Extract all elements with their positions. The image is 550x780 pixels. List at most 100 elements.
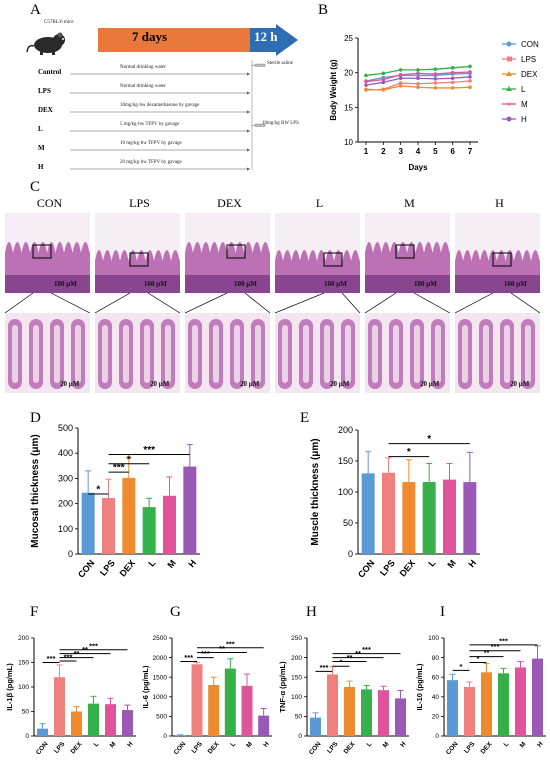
- connector-line: [413, 293, 451, 313]
- x-tick-label: L: [503, 741, 511, 749]
- x-tick-label: H: [186, 558, 198, 569]
- y-tick-label: 200: [291, 655, 302, 662]
- zoom-box: [32, 244, 52, 259]
- histology-image-high-mag: [95, 313, 180, 393]
- villus-core: [213, 325, 219, 383]
- zoom-connector: [365, 293, 451, 313]
- y-tick-label: 200: [338, 425, 353, 435]
- bar-h: [183, 466, 197, 554]
- significance-label: ***: [89, 641, 98, 650]
- y-tick-label: 15: [344, 103, 353, 112]
- bar-lps: [464, 687, 475, 736]
- data-point: [433, 72, 438, 76]
- y-tick-label: 40: [432, 694, 440, 701]
- significance-label: ***: [184, 653, 193, 662]
- villus-core: [144, 325, 150, 383]
- histology-image-low-mag: [365, 213, 450, 293]
- x-tick-label: M: [519, 741, 528, 750]
- tissue-section: [95, 213, 180, 293]
- x-tick-label: H: [466, 558, 478, 569]
- data-point: [433, 67, 438, 71]
- y-tick-label: 150: [338, 456, 353, 466]
- x-tick-label: H: [399, 740, 408, 748]
- y-tick-label: 80: [432, 655, 440, 662]
- bar-con: [447, 680, 458, 736]
- data-point: [416, 76, 420, 81]
- timeline-hours-label: 12 h: [254, 29, 278, 44]
- x-tick-label: M: [382, 741, 391, 750]
- x-tick-label: L: [146, 558, 158, 569]
- significance-label: *: [427, 434, 431, 445]
- tissue-section: [365, 313, 450, 393]
- villus-core: [234, 325, 240, 383]
- x-tick-label: DEX: [398, 558, 418, 579]
- panel-h-letter: H: [306, 604, 317, 620]
- protocol-group-label: L: [38, 125, 43, 133]
- y-tick-label: 60: [432, 674, 440, 681]
- tissue-section: [275, 313, 360, 393]
- significance-label: ***: [226, 639, 235, 648]
- legend-marker: [506, 71, 512, 76]
- protocol-treatment-text: Normal drinking water: [120, 65, 166, 70]
- x-tick-label: CON: [35, 740, 50, 756]
- y-tick-label: 400: [58, 448, 73, 458]
- data-point: [468, 70, 472, 74]
- y-tick-label: 150: [18, 660, 29, 667]
- scale-bar-label: 20 μM: [60, 380, 80, 388]
- data-point: [364, 79, 368, 84]
- protocol-group-label: H: [38, 163, 44, 171]
- scale-bar-label: 20 μM: [150, 380, 170, 388]
- data-point: [433, 77, 438, 81]
- y-tick-label: 200: [18, 635, 29, 642]
- villus-core: [345, 325, 351, 383]
- data-point: [381, 88, 386, 92]
- bar-m: [163, 495, 176, 554]
- muscle-thickness-chart: 0 50 100 150 200 Muscle thickness (μm) CON LPS D…: [290, 420, 550, 600]
- bar-lps: [382, 472, 395, 554]
- x-tick-label: H: [536, 740, 545, 748]
- bar-con: [174, 735, 186, 736]
- scale-bar-label: 100 μM: [144, 280, 167, 288]
- muscle-layer: [95, 275, 180, 293]
- histology-image-high-mag: [365, 313, 450, 393]
- histology-image-low-mag: [5, 213, 90, 293]
- connector-line: [147, 293, 181, 313]
- panel-b-letter: B: [318, 2, 329, 18]
- villus-core: [324, 325, 330, 383]
- bar-dex: [402, 482, 416, 554]
- significance-label: *: [460, 662, 463, 671]
- x-tick-label: DEX: [480, 740, 494, 755]
- y-tick-label: 2000: [153, 655, 168, 662]
- tissue-section: [185, 213, 270, 293]
- histology-image-low-mag: [185, 213, 270, 293]
- tissue-section: [455, 213, 540, 293]
- significance-label: *: [340, 658, 343, 667]
- data-point: [398, 76, 403, 81]
- bar-l: [422, 482, 436, 554]
- villus-core: [414, 325, 420, 383]
- x-tick-label: H: [262, 740, 271, 748]
- zoom-box: [323, 252, 343, 267]
- x-tick-label: 5: [433, 147, 438, 156]
- bar-h: [122, 710, 133, 736]
- y-tick-label: 500: [156, 714, 167, 721]
- x-tick-label: M: [445, 558, 457, 570]
- x-axis-label: Days: [408, 163, 428, 172]
- protocol-treatment-text: 5 mg/kg·bw TFPV by gavage: [120, 122, 180, 127]
- bar-dex: [481, 672, 492, 736]
- zoom-box: [129, 252, 149, 267]
- x-tick-label: 6: [450, 147, 455, 156]
- bar-m: [105, 704, 116, 736]
- x-tick-label: 4: [416, 147, 421, 156]
- significance-label: ***: [113, 463, 125, 474]
- data-point: [450, 70, 455, 75]
- histology-group-label: H: [495, 196, 504, 210]
- histology-image-high-mag: [185, 313, 270, 393]
- scale-bar-label: 20 μM: [510, 380, 530, 388]
- protocol-arrowhead: [247, 167, 250, 171]
- x-tick-label: L: [229, 741, 237, 749]
- significance-label: **: [484, 648, 490, 657]
- y-axis-label: IL-6 (pg/mL): [141, 665, 150, 708]
- data-point: [398, 84, 403, 88]
- tnfa-chart: 0 50 100 150 200 250 TNF-α (pg/mL) CON LPS DEX L M H…: [275, 610, 411, 775]
